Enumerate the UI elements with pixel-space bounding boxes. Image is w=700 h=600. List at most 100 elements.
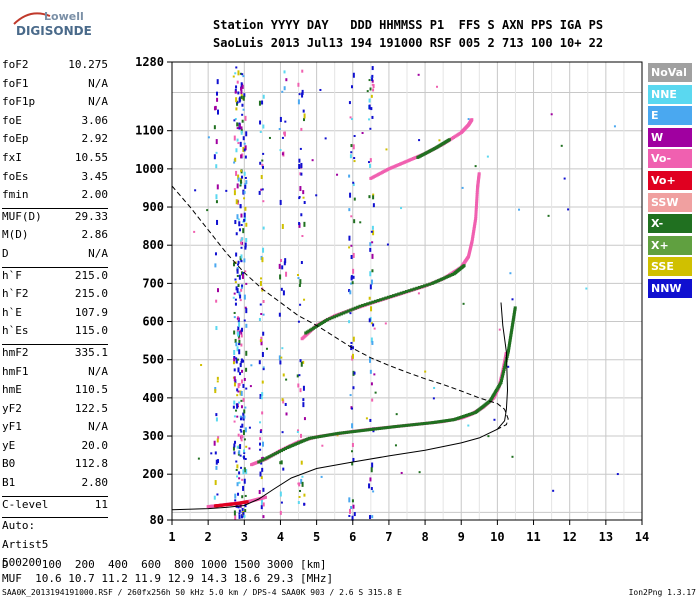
noise-echo <box>216 493 219 496</box>
noise-echo <box>235 85 238 89</box>
trace-point <box>472 411 476 415</box>
noise-echo <box>215 465 218 470</box>
noise-echo <box>438 139 441 142</box>
trace-point <box>282 448 286 452</box>
noise-echo <box>353 371 356 375</box>
noise-echo <box>244 270 247 273</box>
noise-echo <box>350 282 353 285</box>
noise-echo <box>368 483 371 489</box>
noise-echo <box>301 475 304 478</box>
noise-echo <box>350 255 353 260</box>
legend-item-ssw: SSW <box>648 192 692 212</box>
noise-echo <box>233 510 236 516</box>
noise-echo <box>302 360 305 364</box>
noise-echo <box>349 312 352 315</box>
trace-point <box>509 335 513 339</box>
noise-echo <box>284 402 287 406</box>
noise-echo <box>237 70 240 76</box>
legend-item-sse: SSE <box>648 257 692 277</box>
noise-echo <box>213 106 216 111</box>
trace-point <box>443 276 447 280</box>
noise-echo <box>237 492 240 496</box>
noise-echo <box>237 335 240 340</box>
noise-echo <box>243 514 246 518</box>
noise-echo <box>243 467 246 473</box>
noise-echo <box>303 118 306 122</box>
noise-echo <box>237 91 240 95</box>
noise-echo <box>236 482 239 487</box>
logo-line2: DIGISONDE <box>16 24 92 38</box>
noise-echo <box>279 510 282 515</box>
noise-echo <box>299 303 302 306</box>
trace-point <box>430 421 434 425</box>
noise-echo <box>216 184 219 190</box>
param-key: B1 <box>2 476 16 490</box>
noise-echo <box>560 144 563 147</box>
param-value: N/A <box>88 76 108 90</box>
trace-point <box>446 275 450 279</box>
noise-echo <box>298 93 301 96</box>
noise-echo <box>239 502 242 508</box>
trace-point <box>474 212 478 216</box>
noise-echo <box>242 397 245 402</box>
param-row: foE 3.06 <box>2 114 108 133</box>
noise-echo <box>301 89 304 95</box>
trace-point <box>322 320 326 324</box>
noise-echo <box>462 302 465 305</box>
noise-echo <box>214 451 217 455</box>
noise-echo <box>241 241 244 245</box>
param-value: 2.86 <box>81 228 109 242</box>
param-key: foEp <box>2 132 29 146</box>
noise-echo <box>281 136 284 139</box>
noise-echo <box>353 135 356 138</box>
trace-point <box>420 422 424 426</box>
noise-echo <box>282 467 285 471</box>
noise-echo <box>371 74 374 78</box>
noise-echo <box>261 467 264 472</box>
y-tick-label: 800 <box>142 238 164 252</box>
noise-echo <box>260 429 263 432</box>
noise-echo <box>240 89 243 95</box>
noise-echo <box>352 457 355 462</box>
trace-point <box>475 197 479 201</box>
noise-echo <box>370 382 373 386</box>
noise-echo <box>296 430 299 433</box>
trace-point <box>423 421 427 425</box>
trace-point <box>458 416 462 420</box>
noise-echo <box>368 195 371 199</box>
trace-point <box>452 418 456 422</box>
noise-echo <box>237 367 240 373</box>
param-row: 500200 <box>2 556 108 575</box>
noise-echo <box>213 440 216 446</box>
noise-echo <box>351 450 354 453</box>
param-row: yF2 122.5 <box>2 402 108 421</box>
trace-point <box>412 287 416 291</box>
trace-point <box>506 352 510 356</box>
noise-echo <box>467 118 470 121</box>
noise-echo <box>240 95 243 99</box>
trace-point <box>500 376 504 380</box>
noise-echo <box>236 346 239 352</box>
noise-echo <box>259 471 262 477</box>
trace-point <box>328 317 332 321</box>
noise-echo <box>232 361 235 365</box>
noise-echo <box>238 481 241 484</box>
noise-echo <box>233 161 236 164</box>
trace-point <box>470 238 474 242</box>
param-row: Artist5 <box>2 538 108 557</box>
noise-echo <box>241 478 244 481</box>
noise-echo <box>236 138 239 142</box>
trace-point <box>509 332 513 336</box>
noise-echo <box>237 390 240 393</box>
noise-echo <box>281 223 284 229</box>
noise-echo <box>235 468 238 471</box>
noise-echo <box>239 454 242 457</box>
trace-point <box>511 321 515 325</box>
param-key: foE <box>2 113 22 127</box>
trace-point <box>475 190 479 194</box>
noise-echo <box>298 374 301 377</box>
polarization-legend: NoVal NNE E W Vo- Vo+ SSW X- X+ SSE NNW <box>648 63 692 301</box>
noise-echo <box>234 499 237 502</box>
noise-echo <box>240 466 243 469</box>
noise-echo <box>236 80 239 84</box>
